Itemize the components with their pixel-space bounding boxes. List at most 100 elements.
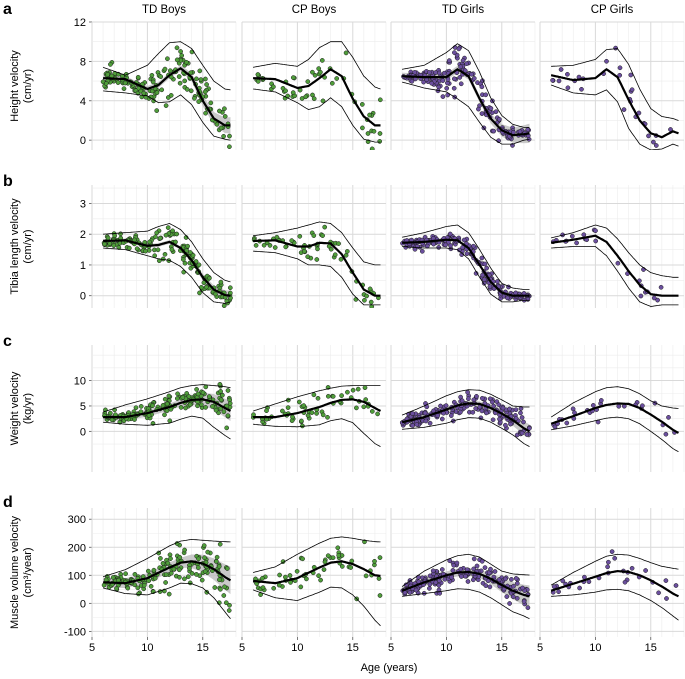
mean-fit-line [550,569,679,598]
data-point [579,86,584,92]
data-point [301,248,307,254]
data-point [162,396,168,402]
data-point [322,224,328,230]
mean-fit-line [551,234,679,297]
data-point [227,401,233,406]
data-point [227,133,232,139]
plot-area [102,381,233,440]
plot-area [550,386,680,453]
data-point [655,297,660,303]
data-point [133,405,139,411]
data-point [414,422,420,427]
data-point [204,589,210,595]
data-point [138,404,144,409]
data-point [210,404,215,409]
data-point [108,62,113,67]
data-point [164,408,170,414]
data-point [470,409,476,415]
data-point [184,59,189,65]
panel-b-3 [390,185,536,308]
panel-c-1 [91,345,237,472]
data-point [206,394,212,399]
data-point [143,248,148,254]
data-point [419,248,425,254]
panel-letter: b [3,173,13,190]
data-point [651,139,656,145]
y-axis-label: (cm/yr) [22,69,34,103]
upper-percentile-line [550,386,679,418]
data-point [123,571,128,577]
data-point [338,256,344,262]
data-point [658,284,664,290]
data-point [148,583,154,589]
data-point [132,417,137,422]
data-point [177,574,182,580]
data-points [401,45,532,148]
x-tick-label: 10 [291,642,303,654]
grid [539,185,685,308]
data-point [473,406,479,411]
mean-fit-line [401,402,531,433]
data-point [196,556,201,562]
data-point [170,228,175,234]
data-point [458,64,463,70]
data-point [496,116,502,122]
data-point [460,58,466,63]
data-point [598,398,604,403]
lower-percentile-line [102,582,231,620]
data-point [469,71,475,77]
data-point [577,585,582,591]
data-point [299,418,304,424]
upper-percentile-line [252,385,381,412]
data-point [285,405,291,410]
data-point [164,401,170,407]
data-point [121,86,127,92]
grid [241,21,387,150]
data-point [188,88,194,94]
plot-area [400,553,531,620]
upper-percentile-line [102,538,231,578]
upper-percentile-line [551,48,679,121]
data-point [287,573,293,578]
data-point [311,392,317,398]
data-point [169,247,175,252]
data-point [214,554,220,560]
data-point [166,591,172,597]
data-point [503,422,508,428]
data-point [101,582,107,588]
data-point [431,241,436,247]
data-point [163,580,168,585]
data-point [187,565,192,571]
panel-a-4 [539,21,685,150]
data-point [184,87,190,92]
data-point [105,235,111,241]
data-point [187,250,193,255]
data-point [454,560,460,566]
data-point [410,423,416,428]
data-point [427,420,433,426]
y-tick-label: 5 [80,401,86,413]
y-tick-label: 0 [80,291,86,303]
data-point [196,262,202,268]
data-points [254,50,383,150]
data-point [167,68,173,74]
data-point [480,272,485,278]
upper-percentile-line [103,222,231,283]
data-point [195,391,201,397]
data-point [147,239,152,245]
data-point [628,72,634,78]
data-point [465,389,470,395]
data-point [154,230,160,236]
data-points [101,541,232,613]
data-point [223,600,229,606]
data-point [202,569,208,574]
data-point [224,425,230,431]
data-point [427,573,433,579]
data-point [126,245,132,251]
lower-percentile-line [551,588,679,621]
data-point [202,555,207,561]
data-point [187,402,193,408]
data-point [205,549,211,555]
data-point [507,406,512,412]
data-point [339,564,345,569]
